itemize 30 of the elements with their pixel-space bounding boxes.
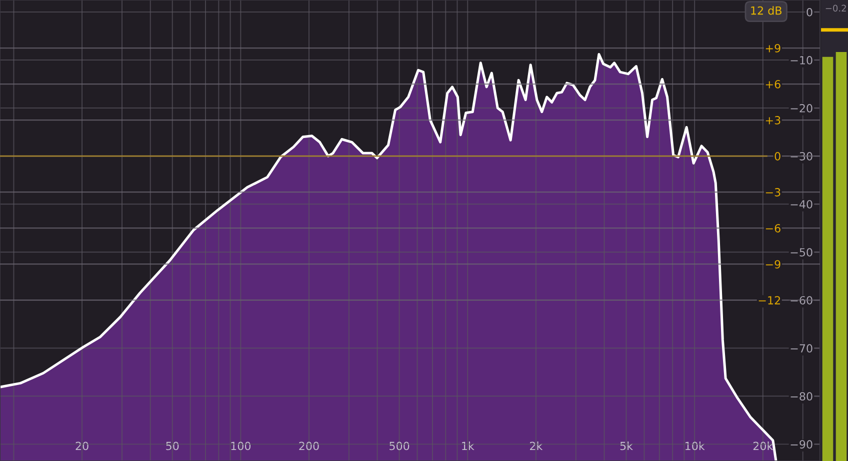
y-tick-label: −90 xyxy=(790,440,812,449)
y-tick-label: −80 xyxy=(790,392,812,401)
y-tick-label: −60 xyxy=(790,296,812,305)
x-tick-label: 20 xyxy=(76,442,88,450)
y2-tick-label: 0 xyxy=(774,152,780,160)
y2-tick-label: −3 xyxy=(766,188,780,196)
y2-tick-label: −6 xyxy=(766,224,780,232)
y-tick-label: −70 xyxy=(790,344,812,353)
y2-tick-label: +9 xyxy=(766,44,780,52)
x-tick-label: 10k xyxy=(686,442,705,450)
x-tick-label: 100 xyxy=(231,442,251,450)
annotation: 12 dB xyxy=(751,6,782,15)
y2-tick-label: −9 xyxy=(766,260,780,268)
y-tick-label: −40 xyxy=(790,200,812,208)
x-tick-label: 200 xyxy=(299,442,319,450)
x-tick-label: 20k xyxy=(753,442,774,450)
y2-tick-label: +6 xyxy=(766,80,780,88)
y2-tick-label: +3 xyxy=(766,116,780,124)
y-tick-label: −20 xyxy=(790,104,812,112)
y-tick-label: 0 xyxy=(806,8,812,16)
y-tick-label: −30 xyxy=(790,152,812,160)
text: −0.2 xyxy=(826,4,846,12)
x-tick-label: 500 xyxy=(390,442,410,450)
x-tick-label: 5k xyxy=(620,442,633,450)
x-tick-label: 1k xyxy=(462,442,474,450)
x-tick-label: 50 xyxy=(166,442,179,450)
y2-tick-label: −12 xyxy=(758,296,780,304)
y-tick-label: −50 xyxy=(790,248,812,256)
y-tick-label: −10 xyxy=(790,56,812,64)
x-tick-label: 2k xyxy=(530,442,543,450)
